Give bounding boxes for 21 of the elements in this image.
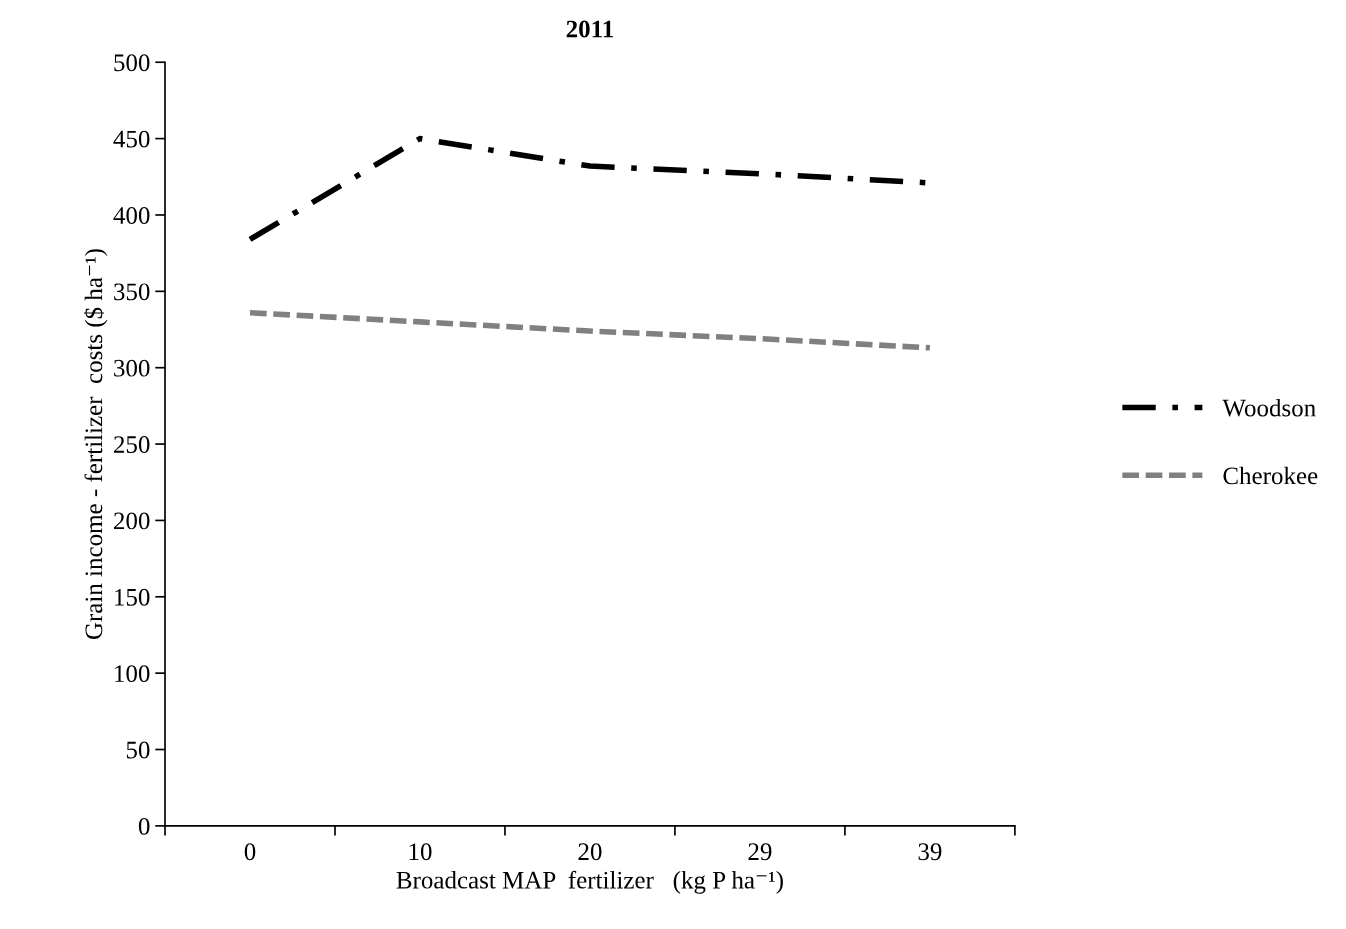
x-tick-label: 10 bbox=[409, 843, 432, 861]
y-tick-label: 50 bbox=[126, 741, 150, 759]
x-tick-label: 29 bbox=[748, 843, 772, 861]
y-tick-label: 150 bbox=[115, 588, 150, 606]
legend-label: Cherokee bbox=[1223, 466, 1318, 485]
y-tick-label: 400 bbox=[113, 207, 150, 224]
y-tick-label: 450 bbox=[113, 130, 150, 148]
legend-label: Woodson bbox=[1222, 398, 1316, 417]
x-tick-label: 39 bbox=[918, 843, 942, 861]
x-tick-label: 0 bbox=[244, 843, 256, 861]
y-tick-label: 100 bbox=[115, 665, 150, 683]
chart-title: 2011 bbox=[566, 20, 613, 38]
x-tick-label: 20 bbox=[578, 843, 602, 861]
y-tick-label: 350 bbox=[114, 283, 150, 301]
y-tick-label: 250 bbox=[114, 436, 150, 453]
y-axis-title: Grain income - fertilizer costs ($ ha⁻¹) bbox=[83, 249, 108, 640]
y-tick-label: 500 bbox=[114, 54, 150, 72]
y-tick-label: 200 bbox=[114, 512, 150, 530]
y-tick-label: 0 bbox=[138, 817, 150, 835]
y-tick-label: 300 bbox=[114, 359, 150, 377]
x-axis-title: Broadcast MAP fertilizer (kg P ha⁻¹) bbox=[396, 870, 783, 894]
